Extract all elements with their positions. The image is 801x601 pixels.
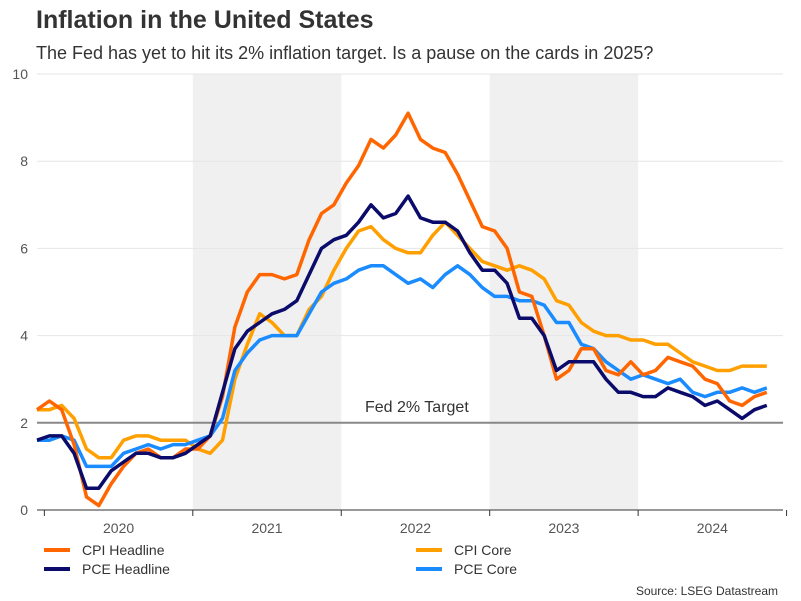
legend-swatch <box>44 567 70 571</box>
y-tick-label: 10 <box>12 66 28 82</box>
x-tick-label: 2024 <box>697 520 728 536</box>
legend-swatch <box>416 548 442 552</box>
y-tick-label: 6 <box>20 240 28 256</box>
legend-item-cpi-core: CPI Core <box>416 542 512 558</box>
x-tick-label: 2023 <box>548 520 579 536</box>
shaded-year-band <box>192 74 342 510</box>
x-tick-label: 2020 <box>103 520 134 536</box>
x-tick-label: 2022 <box>400 520 431 536</box>
series-line-cpi-core <box>37 220 767 460</box>
y-tick-label: 2 <box>20 415 28 431</box>
source-note: Source: LSEG Datastream <box>635 584 778 598</box>
legend-label: PCE Core <box>454 561 518 577</box>
chart-title: Inflation in the United States <box>36 6 374 34</box>
legend-item-pce-core: PCE Core <box>416 561 517 577</box>
legend-swatch <box>416 567 442 571</box>
legend-label: PCE Headline <box>82 561 170 577</box>
shaded-year-band <box>489 74 639 510</box>
target-label: Fed 2% Target <box>365 399 469 416</box>
chart-subtitle: The Fed has yet to hit its 2% inflation … <box>36 43 654 63</box>
legend-item-pce-headline: PCE Headline <box>44 561 170 577</box>
series-line-pce-headline <box>36 194 768 490</box>
y-tick-label: 4 <box>20 328 28 344</box>
y-tick-label: 0 <box>20 502 28 518</box>
x-tick-label: 2021 <box>251 520 282 536</box>
legend-label: CPI Core <box>454 542 512 558</box>
y-tick-label: 8 <box>20 153 28 169</box>
legend-label: CPI Headline <box>82 542 165 558</box>
legend-item-cpi-headline: CPI Headline <box>44 542 165 558</box>
legend-swatch <box>44 548 70 552</box>
